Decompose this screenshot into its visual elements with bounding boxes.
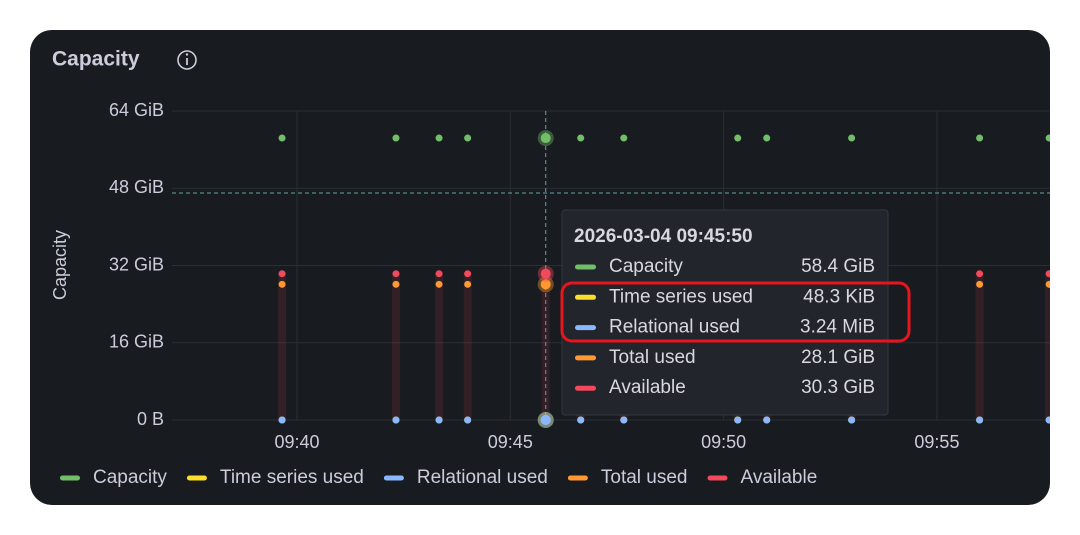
point <box>976 416 984 424</box>
available-column <box>975 273 984 420</box>
tooltip-value: 48.3 KiB <box>803 286 875 307</box>
point <box>540 133 551 144</box>
tooltip-series-name: Capacity <box>609 256 683 277</box>
point <box>763 134 771 142</box>
x-tick-label: 09:55 <box>914 432 959 452</box>
point <box>435 270 443 278</box>
available-column <box>278 273 287 420</box>
panel-background <box>30 30 1050 505</box>
x-tick-label: 09:50 <box>701 432 746 452</box>
point <box>976 134 984 142</box>
point <box>1045 416 1050 424</box>
point <box>464 270 472 278</box>
point <box>278 270 286 278</box>
point <box>848 416 856 424</box>
legend-label[interactable]: Capacity <box>93 467 167 488</box>
point <box>540 279 551 290</box>
y-tick-label: 0 B <box>137 409 164 429</box>
tooltip-swatch <box>575 325 596 331</box>
point <box>763 416 771 424</box>
point <box>464 280 472 288</box>
tooltip-swatch <box>575 294 596 300</box>
point <box>540 414 551 425</box>
y-tick-label: 32 GiB <box>109 254 164 274</box>
point <box>1045 134 1050 142</box>
legend-swatch[interactable] <box>707 475 728 481</box>
point <box>734 416 742 424</box>
y-tick-label: 16 GiB <box>109 332 164 352</box>
legend-swatch[interactable] <box>186 475 207 481</box>
legend-label[interactable]: Available <box>741 467 818 488</box>
point <box>392 270 400 278</box>
point <box>435 416 443 424</box>
tooltip-series-name: Available <box>609 377 686 398</box>
point <box>620 134 628 142</box>
point <box>577 416 585 424</box>
tooltip-value: 30.3 GiB <box>801 377 875 398</box>
point <box>392 134 400 142</box>
available-column <box>391 273 400 420</box>
tooltip-title: 2026-03-04 09:45:50 <box>574 226 753 247</box>
point <box>976 280 984 288</box>
point <box>848 134 856 142</box>
point <box>392 416 400 424</box>
tooltip-value: 58.4 GiB <box>801 256 875 277</box>
point <box>620 416 628 424</box>
legend-label[interactable]: Relational used <box>417 467 548 488</box>
point <box>435 134 443 142</box>
highlight-box <box>560 281 911 343</box>
tooltip-value: 3.24 MiB <box>800 317 875 338</box>
point <box>577 134 585 142</box>
point <box>976 270 984 278</box>
legend-swatch[interactable] <box>567 475 588 481</box>
point <box>734 134 742 142</box>
legend-swatch[interactable] <box>383 475 404 481</box>
point <box>540 268 551 279</box>
tooltip-swatch <box>575 264 596 270</box>
y-tick-label: 64 GiB <box>109 100 164 120</box>
available-column <box>541 273 550 420</box>
point <box>278 280 286 288</box>
point <box>1045 280 1050 288</box>
panel-title: Capacity <box>52 48 140 71</box>
available-column <box>463 273 472 420</box>
y-tick-label: 48 GiB <box>109 177 164 197</box>
legend-label[interactable]: Total used <box>601 467 688 488</box>
available-column <box>1045 273 1050 420</box>
available-column <box>435 273 444 420</box>
point <box>278 134 286 142</box>
tooltip-swatch <box>575 355 596 361</box>
point <box>435 280 443 288</box>
x-tick-label: 09:45 <box>488 432 533 452</box>
tooltip-series-name: Total used <box>609 347 696 368</box>
tooltip-swatch <box>575 385 596 391</box>
point <box>278 416 286 424</box>
point <box>464 134 472 142</box>
legend-swatch[interactable] <box>60 475 80 481</box>
tooltip-series-name: Time series used <box>609 286 753 307</box>
x-tick-label: 09:40 <box>274 432 319 452</box>
point <box>1045 270 1050 278</box>
tooltip-value: 28.1 GiB <box>801 347 875 368</box>
y-axis-label: Capacity <box>50 230 70 300</box>
legend-label[interactable]: Time series used <box>220 467 364 488</box>
point <box>464 416 472 424</box>
info-icon[interactable] <box>177 50 197 70</box>
point <box>392 280 400 288</box>
tooltip-series-name: Relational used <box>609 317 740 338</box>
